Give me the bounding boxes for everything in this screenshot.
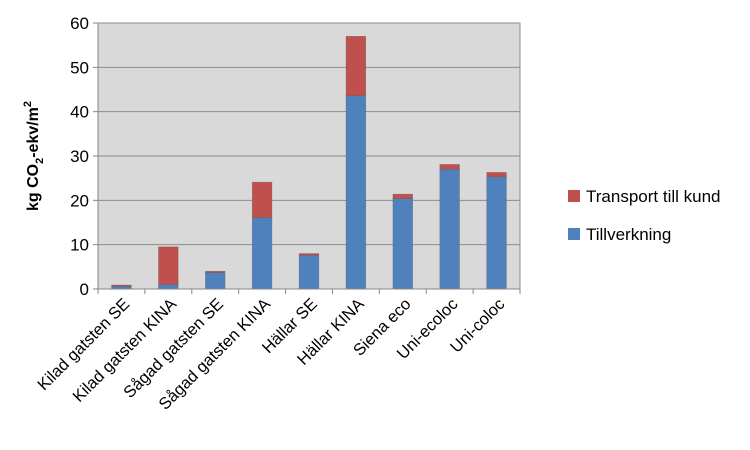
legend-swatch <box>568 228 580 240</box>
bar-segment-tillverkning <box>392 198 413 290</box>
bar-segment-transport <box>205 270 226 273</box>
y-tick-label: 50 <box>70 58 89 77</box>
bar-segment-transport <box>439 164 460 170</box>
bar-segment-transport <box>298 253 320 256</box>
legend-swatch <box>568 190 580 202</box>
axes <box>93 22 521 294</box>
y-tick-labels: 0 10 20 30 40 50 60 <box>70 14 89 299</box>
legend-label: Tillverkning <box>586 225 671 244</box>
bar-segment-transport <box>392 193 413 199</box>
bar-segment-transport <box>251 181 273 218</box>
bar-segment-tillverkning <box>439 169 460 290</box>
bar-segment-tillverkning <box>251 217 273 290</box>
bar-segment-tillverkning <box>486 176 507 290</box>
legend-label: Transport till kund <box>586 187 720 206</box>
legend: Transport till kund Tillverkning <box>568 187 720 244</box>
bar-segment-transport <box>111 284 132 287</box>
y-tick-label: 20 <box>70 191 89 210</box>
y-tick-label: 10 <box>70 236 89 255</box>
bar-segment-tillverkning <box>205 272 226 290</box>
y-tick-label: 60 <box>70 14 89 33</box>
bars <box>111 35 507 290</box>
bar-segment-tillverkning <box>158 284 179 290</box>
bar-segment-transport <box>158 246 179 285</box>
bar-segment-tillverkning <box>298 255 320 290</box>
bar-segment-transport <box>486 172 507 178</box>
y-axis-label: kg CO2-ekv/m2 <box>22 101 46 211</box>
y-tick-label: 0 <box>80 280 89 299</box>
bar-segment-transport <box>345 35 367 97</box>
bar-segment-tillverkning <box>345 95 367 290</box>
y-tick-label: 40 <box>70 103 89 122</box>
y-tick-label: 30 <box>70 147 89 166</box>
